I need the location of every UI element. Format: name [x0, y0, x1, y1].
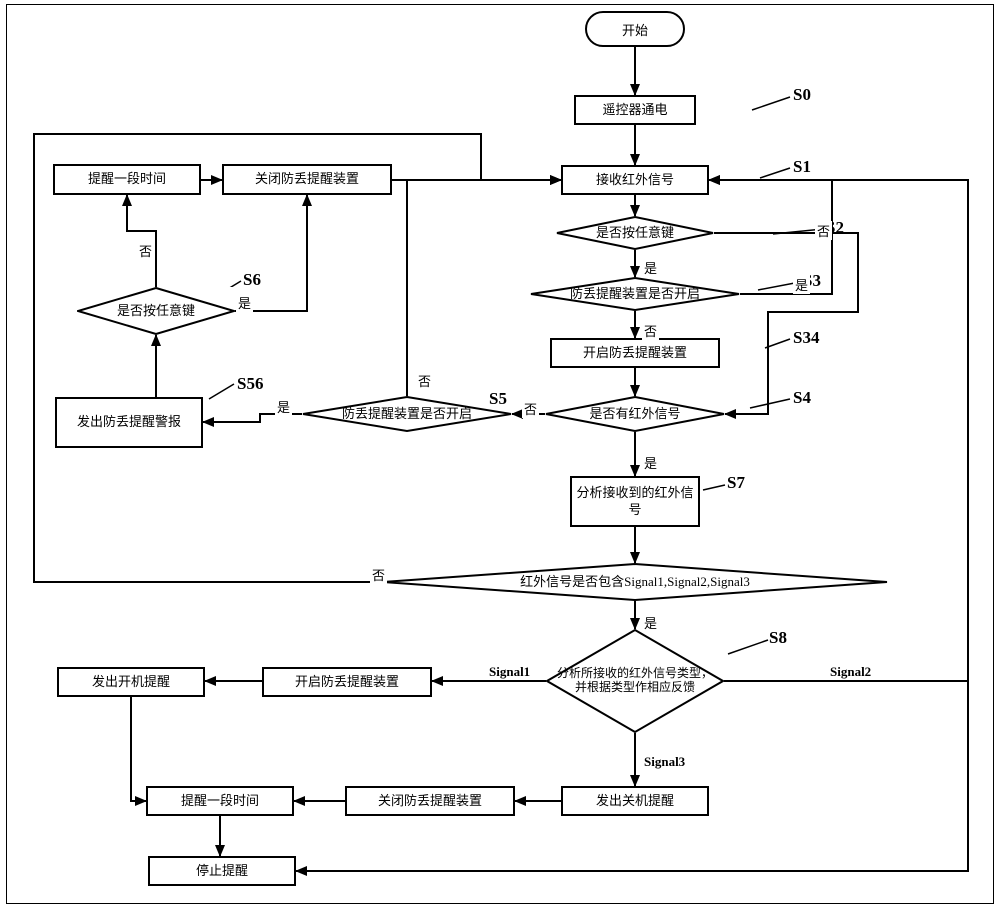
- edge-label-s6-close_alert: 是: [236, 293, 253, 312]
- node-label-s8: 分析所接收的红外信号类型，并根据类型作相应反馈: [546, 629, 724, 733]
- node-sig_check: 红外信号是否包含Signal1,Signal2,Signal3: [382, 563, 888, 601]
- step-label-S6: S6: [243, 270, 261, 290]
- node-s1: 接收红外信号: [561, 165, 709, 195]
- step-label-S8: S8: [769, 628, 787, 648]
- node-close_alert: 关闭防丢提醒装置: [222, 164, 392, 195]
- node-remind_while: 提醒一段时间: [53, 164, 201, 195]
- node-close_alert2: 关闭防丢提醒装置: [345, 786, 515, 816]
- edge-label-s6-remind_while: 否: [137, 241, 154, 260]
- edge-label-s8-shutdown_remind: Signal3: [642, 754, 687, 770]
- node-label-s6: 是否按任意键: [77, 287, 235, 335]
- node-label-s3: 防丢提醒装置是否开启: [530, 277, 740, 311]
- node-s8: 分析所接收的红外信号类型，并根据类型作相应反馈: [546, 629, 724, 733]
- edge-label-s2-s4: 否: [815, 221, 832, 240]
- edge-label-s8-open_alert2: Signal1: [487, 664, 532, 680]
- edge-label-s8-stop_remind: Signal2: [828, 664, 873, 680]
- step-label-S4: S4: [793, 388, 811, 408]
- node-s3: 防丢提醒装置是否开启: [530, 277, 740, 311]
- edge-label-sig_check-s8: 是: [642, 613, 659, 632]
- step-label-S56: S56: [237, 374, 263, 394]
- node-s7: 分析接收到的红外信号: [570, 476, 700, 527]
- node-s6: 是否按任意键: [77, 287, 235, 335]
- node-open_alert2: 开启防丢提醒装置: [262, 667, 432, 697]
- flowchart-canvas: 开始遥控器通电接收红外信号是否按任意键防丢提醒装置是否开启开启防丢提醒装置是否有…: [0, 0, 1000, 909]
- edge-label-s4-s5: 否: [522, 399, 539, 418]
- edge-label-s2-s3: 是: [642, 258, 659, 277]
- node-stop_remind: 停止提醒: [148, 856, 296, 886]
- edge-label-s3-s34: 否: [642, 321, 659, 340]
- edge-label-s5-s56: 是: [275, 397, 292, 416]
- node-start: 开始: [585, 11, 685, 47]
- node-shutdown_remind: 发出关机提醒: [561, 786, 709, 816]
- node-s56: 发出防丢提醒警报: [55, 397, 203, 448]
- node-remind_while2: 提醒一段时间: [146, 786, 294, 816]
- node-boot_remind: 发出开机提醒: [57, 667, 205, 697]
- edge-label-s5-s1: 否: [416, 371, 433, 390]
- step-label-S0: S0: [793, 85, 811, 105]
- node-s0: 遥控器通电: [574, 95, 696, 125]
- node-s34: 开启防丢提醒装置: [550, 338, 720, 368]
- node-label-s5: 防丢提醒装置是否开启: [302, 396, 512, 432]
- node-label-s2: 是否按任意键: [556, 216, 714, 250]
- edge-label-s4-s7: 是: [642, 453, 659, 472]
- step-label-S5: S5: [489, 389, 507, 409]
- edge-label-s3-s1: 是: [793, 275, 810, 294]
- node-s2: 是否按任意键: [556, 216, 714, 250]
- node-label-s4: 是否有红外信号: [545, 396, 725, 432]
- node-s4: 是否有红外信号: [545, 396, 725, 432]
- step-label-S1: S1: [793, 157, 811, 177]
- edge-label-sig_check-s1: 否: [370, 565, 387, 584]
- outer-frame: [6, 4, 994, 904]
- step-label-S34: S34: [793, 328, 819, 348]
- node-label-sig_check: 红外信号是否包含Signal1,Signal2,Signal3: [382, 563, 888, 601]
- step-label-S7: S7: [727, 473, 745, 493]
- node-s5: 防丢提醒装置是否开启: [302, 396, 512, 432]
